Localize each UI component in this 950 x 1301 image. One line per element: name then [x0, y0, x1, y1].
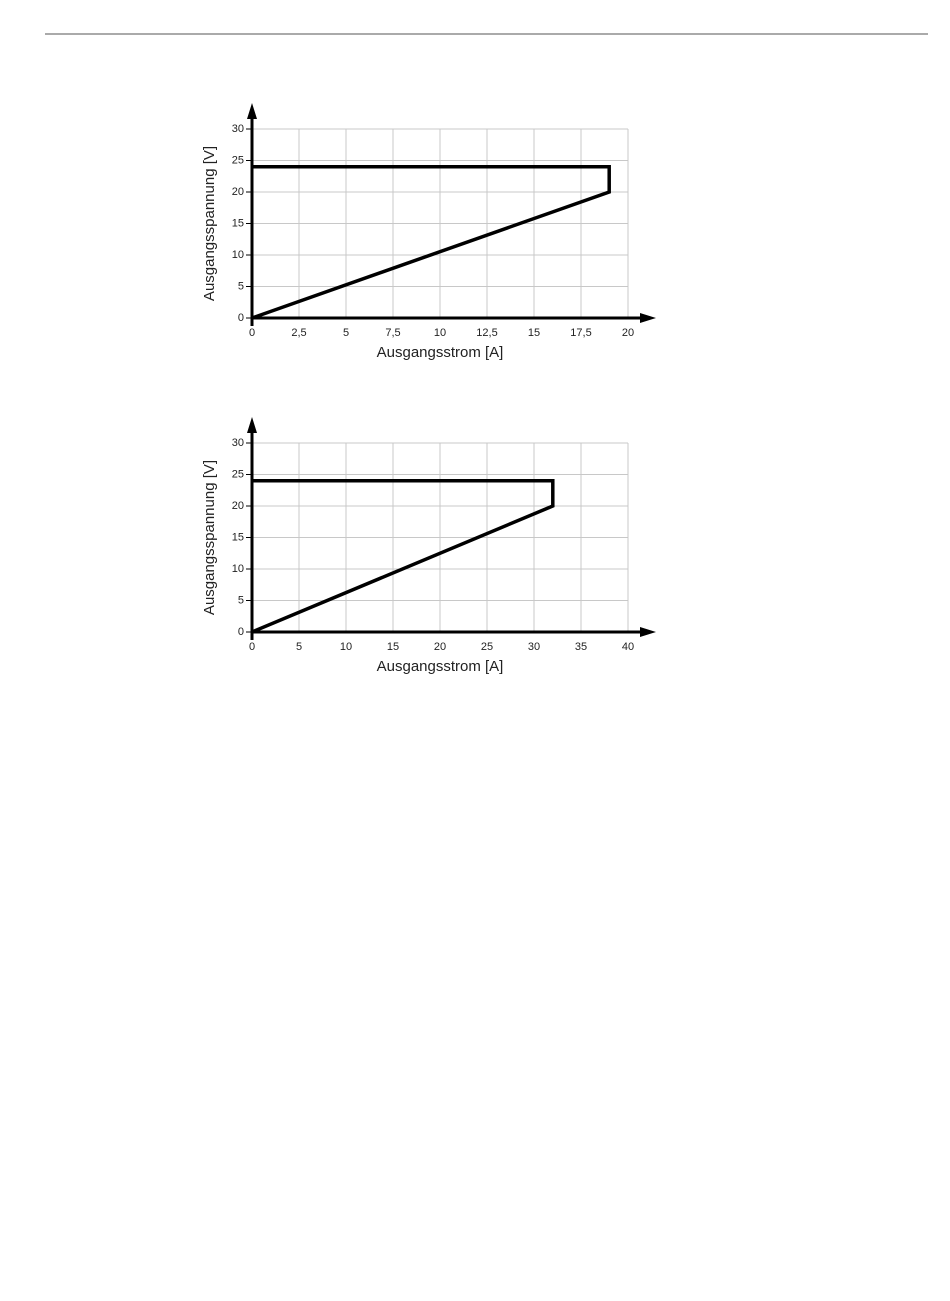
y-tick-label: 25: [232, 468, 244, 480]
y-tick-label: 30: [232, 123, 244, 135]
x-tick-label: 35: [575, 641, 587, 653]
x-tick-label: 0: [249, 641, 255, 653]
x-tick-label: 5: [343, 327, 349, 339]
y-tick-label: 30: [232, 437, 244, 449]
y-tick-label: 10: [232, 563, 244, 575]
x-tick-label: 10: [434, 327, 446, 339]
x-tick-label: 40: [622, 641, 634, 653]
y-tick-label: 10: [232, 249, 244, 261]
x-tick-label: 15: [387, 641, 399, 653]
x-tick-label: 17,5: [570, 327, 591, 339]
y-tick-label: 20: [232, 186, 244, 198]
y-axis-arrow: [247, 103, 257, 119]
y-axis-title: Ausgangsspannung [V]: [201, 460, 218, 615]
y-tick-label: 20: [232, 500, 244, 512]
x-tick-label: 25: [481, 641, 493, 653]
x-axis-arrow: [640, 627, 656, 637]
y-tick-label: 0: [238, 626, 244, 638]
data-line: [251, 479, 555, 634]
y-tick-label: 15: [232, 531, 244, 543]
x-tick-label: 12,5: [476, 327, 497, 339]
y-axis-arrow: [247, 417, 257, 433]
x-tick-label: 20: [622, 327, 634, 339]
y-tick-label: 25: [232, 154, 244, 166]
x-tick-label: 7,5: [385, 327, 400, 339]
x-tick-label: 15: [528, 327, 540, 339]
x-tick-label: 30: [528, 641, 540, 653]
y-tick-label: 5: [238, 280, 244, 292]
x-tick-label: 0: [249, 327, 255, 339]
x-axis-title: Ausgangsstrom [A]: [377, 344, 504, 361]
x-tick-label: 5: [296, 641, 302, 653]
x-tick-label: 20: [434, 641, 446, 653]
x-axis-arrow: [640, 313, 656, 323]
x-tick-label: 10: [340, 641, 352, 653]
x-axis-title: Ausgangsstrom [A]: [377, 658, 504, 675]
y-tick-label: 0: [238, 312, 244, 324]
y-axis-title: Ausgangsspannung [V]: [201, 146, 218, 301]
y-tick-label: 5: [238, 594, 244, 606]
x-tick-label: 2,5: [291, 327, 306, 339]
y-tick-label: 15: [232, 217, 244, 229]
data-line: [251, 165, 611, 320]
